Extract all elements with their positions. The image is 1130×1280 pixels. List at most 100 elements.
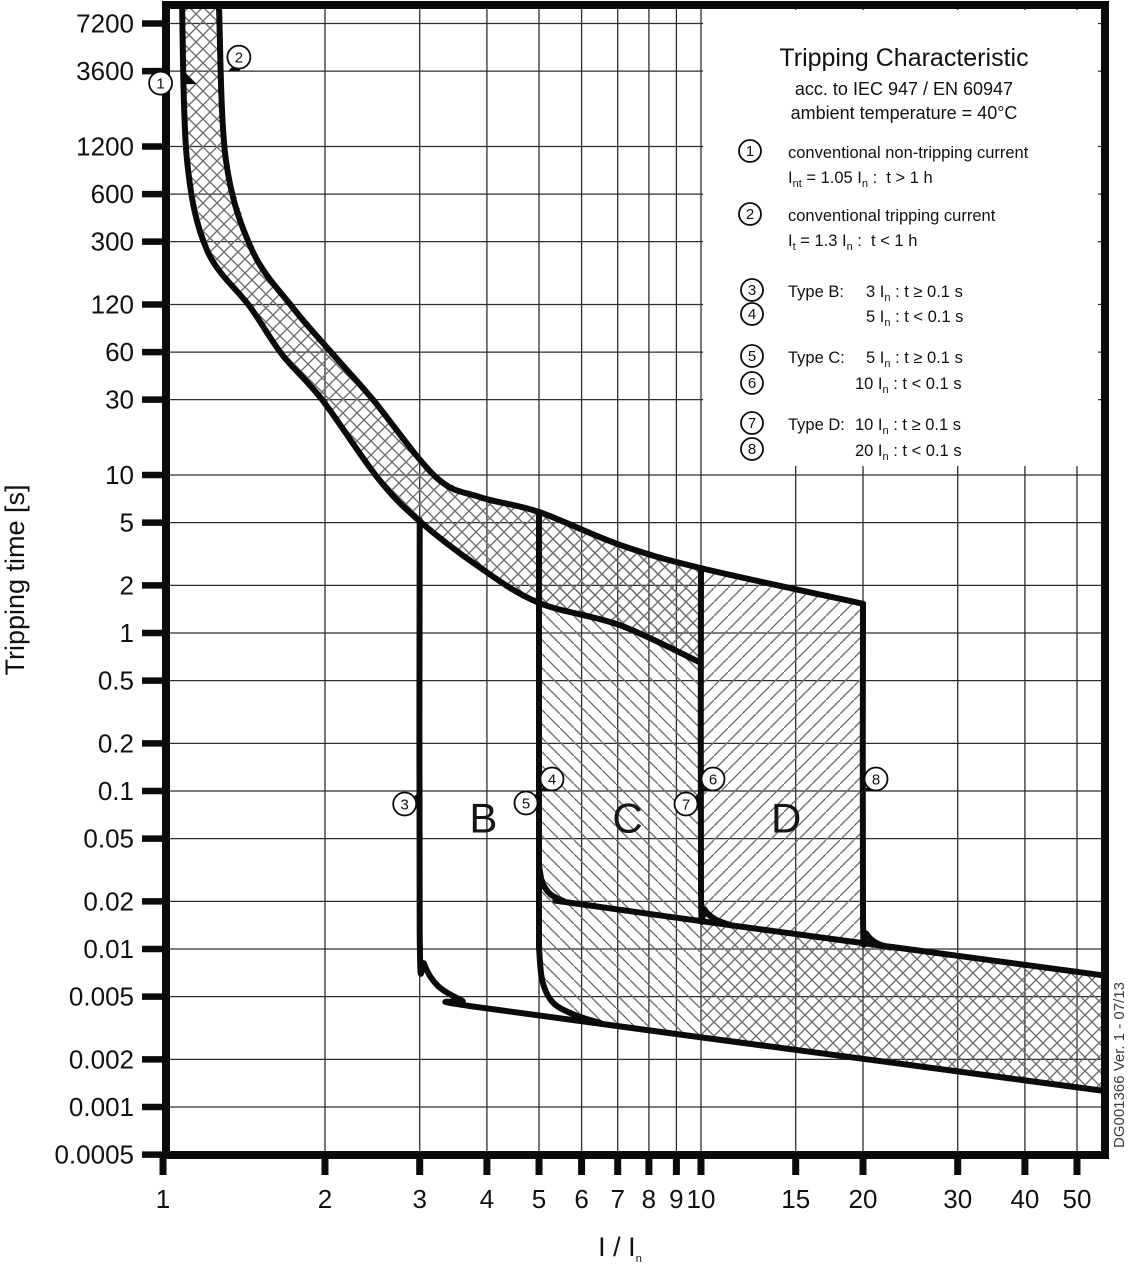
y-tick-label-0.02: 0.02 bbox=[83, 886, 134, 916]
x-tick-label-5: 5 bbox=[532, 1184, 546, 1214]
legend: Tripping Characteristic acc. to IEC 947 … bbox=[738, 44, 1029, 463]
legend-type-d-label: Type D: bbox=[788, 416, 845, 434]
region-letters-layer: B C D bbox=[469, 795, 801, 842]
marker-badge-5-number: 5 bbox=[522, 796, 530, 813]
marker-badge-3 bbox=[392, 791, 418, 817]
legend-badge-8 bbox=[740, 437, 764, 461]
legend-badge-7 bbox=[740, 411, 764, 435]
legend-badge-3-number: 3 bbox=[748, 282, 756, 299]
y-tick-label-1200: 1200 bbox=[76, 132, 134, 162]
x-tick-label-9: 9 bbox=[669, 1184, 683, 1214]
legend-item-2-formula: It = 1.3 In : t < 1 h bbox=[788, 232, 917, 253]
x-tick-label-20: 20 bbox=[849, 1184, 878, 1214]
y-tick-label-3600: 3600 bbox=[76, 56, 134, 86]
x-tick-label-15: 15 bbox=[781, 1184, 810, 1214]
marker-badge-4-number: 4 bbox=[548, 772, 556, 789]
marker-badge-2 bbox=[226, 44, 252, 70]
marker-badge-8 bbox=[863, 766, 889, 792]
document-reference-note: DG001366 Ver. 1 - 07/13 bbox=[1111, 982, 1128, 1148]
legend-badge-5 bbox=[740, 344, 764, 368]
marker-wedge-1 bbox=[183, 71, 197, 85]
y-tick-label-0.0005: 0.0005 bbox=[54, 1140, 134, 1170]
legend-item-1-formula: Int = 1.05 In : t > 1 h bbox=[788, 169, 933, 190]
legend-badge-5-number: 5 bbox=[748, 348, 756, 365]
y-tick-label-600: 600 bbox=[91, 179, 134, 209]
region-label-C: C bbox=[612, 795, 642, 842]
y-tick-label-0.2: 0.2 bbox=[98, 728, 134, 758]
legend-subtitle-standard: acc. to IEC 947 / EN 60947 bbox=[795, 79, 1013, 99]
y-tick-label-2: 2 bbox=[120, 570, 134, 600]
thermal-tripping-limit-1.3In bbox=[216, 5, 866, 607]
y-tick-label-0.01: 0.01 bbox=[83, 934, 134, 964]
x-tick-label-8: 8 bbox=[642, 1184, 656, 1214]
axes-layer: 7200360012006003001206030105210.50.20.10… bbox=[54, 9, 1091, 1215]
marker-badge-2-number: 2 bbox=[235, 50, 243, 67]
x-tick-label-1: 1 bbox=[156, 1184, 170, 1214]
y-tick-label-0.002: 0.002 bbox=[69, 1044, 134, 1074]
type-D-region bbox=[701, 568, 891, 948]
y-tick-label-10: 10 bbox=[105, 460, 134, 490]
x-tick-label-30: 30 bbox=[943, 1184, 972, 1214]
legend-type-b-label: Type B: bbox=[788, 283, 844, 301]
marker-badge-1 bbox=[148, 70, 174, 96]
region-label-D: D bbox=[771, 795, 801, 842]
legend-title: Tripping Characteristic bbox=[779, 44, 1028, 72]
y-tick-label-60: 60 bbox=[105, 337, 134, 367]
region-label-B: B bbox=[469, 795, 497, 842]
legend-type-b-row-2: 5 In : t < 0.1 s bbox=[866, 308, 963, 329]
y-tick-label-5: 5 bbox=[120, 508, 134, 538]
legend-background bbox=[703, 10, 1098, 466]
legend-type-c-label: Type C: bbox=[788, 349, 845, 367]
trip-curves-layer bbox=[179, 5, 1105, 1094]
magnetic-D-10In-vertical bbox=[697, 565, 734, 929]
legend-badge-3 bbox=[740, 278, 764, 302]
legend-type-c-row-1: 5 In : t ≥ 0.1 s bbox=[866, 349, 963, 370]
x-axis-title: I / In bbox=[598, 1232, 642, 1265]
legend-badge-1-number: 1 bbox=[746, 143, 754, 160]
legend-badge-6 bbox=[740, 371, 764, 395]
marker-badge-5 bbox=[513, 790, 539, 816]
x-tick-label-2: 2 bbox=[318, 1184, 332, 1214]
legend-type-b-row-1: 3 In : t ≥ 0.1 s bbox=[866, 283, 963, 304]
x-tick-label-50: 50 bbox=[1063, 1184, 1092, 1214]
x-tick-label-3: 3 bbox=[412, 1184, 426, 1214]
marker-badge-1-number: 1 bbox=[156, 76, 164, 93]
y-tick-label-0.5: 0.5 bbox=[98, 666, 134, 696]
curve-markers-layer: 1 2 3 4 5 6 7 8 bbox=[148, 44, 889, 817]
y-tick-label-1: 1 bbox=[120, 618, 134, 648]
y-tick-label-0.005: 0.005 bbox=[69, 982, 134, 1012]
magnetic-B-3In-and-band-min bbox=[416, 517, 1105, 1094]
magnetic-D-20In-vertical bbox=[859, 600, 894, 951]
x-tick-label-4: 4 bbox=[480, 1184, 494, 1214]
marker-badge-8-number: 8 bbox=[872, 772, 880, 789]
legend-badge-4 bbox=[740, 302, 764, 326]
legend-badge-6-number: 6 bbox=[748, 375, 756, 392]
legend-type-d-row-1: 10 In : t ≥ 0.1 s bbox=[855, 416, 961, 437]
marker-badge-7 bbox=[673, 791, 699, 817]
band-max-from-5In bbox=[536, 862, 1105, 979]
y-tick-label-120: 120 bbox=[91, 290, 134, 320]
marker-badge-4 bbox=[539, 766, 565, 792]
marker-badge-3-number: 3 bbox=[401, 797, 409, 814]
plot-frame bbox=[162, 1, 1109, 1159]
y-tick-label-0.1: 0.1 bbox=[98, 776, 134, 806]
legend-badge-2-number: 2 bbox=[746, 206, 754, 223]
y-tick-label-300: 300 bbox=[91, 227, 134, 257]
marker-badge-7-number: 7 bbox=[682, 797, 690, 814]
marker-badge-6-number: 6 bbox=[709, 772, 717, 789]
legend-type-c-row-2: 10 In : t < 0.1 s bbox=[855, 375, 962, 396]
thermal-non-tripping-limit-1.05In bbox=[179, 5, 704, 666]
y-tick-label-0.001: 0.001 bbox=[69, 1092, 134, 1122]
legend-badge-1 bbox=[738, 139, 762, 163]
y-tick-label-7200: 7200 bbox=[76, 9, 134, 39]
legend-subtitle-ambient: ambient temperature = 40°C bbox=[791, 103, 1018, 123]
x-tick-label-40: 40 bbox=[1010, 1184, 1039, 1214]
magnetic-C-5In-lower-elbow bbox=[536, 944, 604, 1026]
x-tick-label-7: 7 bbox=[610, 1184, 624, 1214]
x-tick-label-6: 6 bbox=[574, 1184, 588, 1214]
y-tick-label-0.05: 0.05 bbox=[83, 824, 134, 854]
y-tick-label-30: 30 bbox=[105, 385, 134, 415]
x-tick-label-10: 10 bbox=[687, 1184, 716, 1214]
